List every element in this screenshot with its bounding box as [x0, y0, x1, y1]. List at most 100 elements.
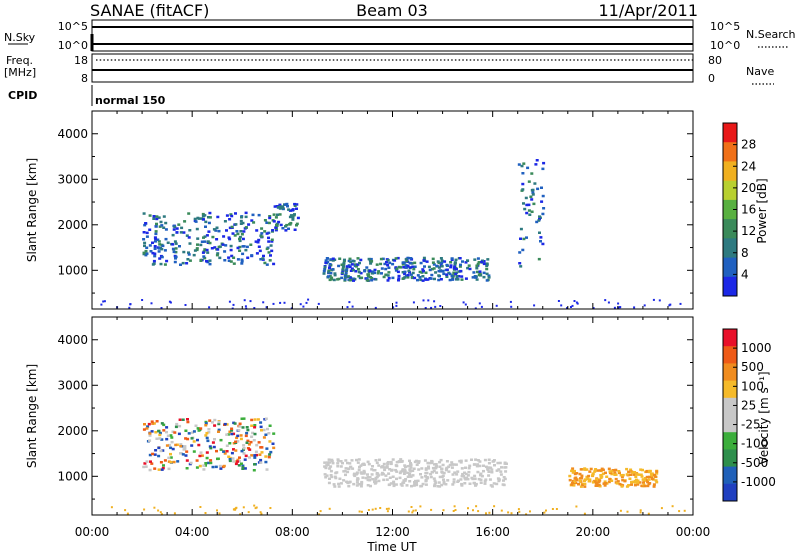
velocity-point [451, 463, 455, 466]
power-colorbar-tick-label: 4 [741, 267, 749, 281]
velocity-point [420, 467, 424, 470]
velocity-point [619, 509, 622, 512]
power-point [224, 244, 228, 247]
velocity-point [473, 474, 477, 478]
power-point [419, 278, 423, 282]
velocity-point [410, 484, 413, 488]
velocity-point [653, 473, 656, 477]
velocity-point [160, 422, 164, 425]
velocity-point [165, 426, 169, 429]
velocity-point [568, 478, 572, 482]
velocity-point [398, 471, 402, 475]
velocity-point [595, 481, 598, 485]
power-point [370, 279, 374, 282]
power-point [299, 303, 302, 306]
power-point [228, 226, 232, 230]
velocity-point [440, 470, 444, 474]
velocity-point [460, 482, 464, 486]
power-point [210, 247, 214, 250]
power-point [406, 273, 410, 277]
power-point [323, 265, 327, 269]
velocity-point [517, 508, 520, 511]
power-point [538, 231, 541, 234]
velocity-point [379, 507, 382, 509]
power-point [521, 188, 525, 191]
velocity-point [575, 472, 579, 475]
velocity-point [650, 475, 654, 479]
power-point [158, 257, 162, 260]
velocity-point [324, 476, 328, 479]
velocity-point [195, 466, 199, 469]
power-point [418, 276, 422, 279]
power-point [387, 266, 391, 269]
velocity-point [142, 465, 146, 469]
velocity-point [493, 505, 496, 508]
power-point [227, 256, 231, 259]
freq-frame [91, 53, 694, 83]
velocity-point [265, 468, 269, 471]
power-point [164, 221, 168, 225]
velocity-point [160, 513, 163, 516]
velocity-point [450, 466, 454, 469]
velocity-point [625, 473, 629, 476]
power-point [348, 257, 352, 261]
power-point [211, 235, 215, 239]
power-point [347, 264, 351, 267]
power-point [250, 219, 254, 222]
velocity-point [146, 425, 150, 428]
power-point [455, 271, 459, 274]
velocity-point [202, 468, 206, 471]
power-point [159, 262, 163, 266]
power-ytick-label: 3000 [57, 172, 88, 186]
power-point [392, 306, 395, 309]
velocity-point [169, 452, 172, 456]
power-point [439, 305, 442, 307]
velocity-point [319, 510, 322, 513]
velocity-point [185, 459, 189, 462]
velocity-point [581, 483, 585, 487]
power-point [183, 220, 187, 223]
velocity-point [619, 474, 623, 477]
velocity-point [252, 439, 256, 442]
power-point [181, 261, 185, 265]
velocity-point [165, 444, 169, 447]
velocity-point [460, 467, 464, 470]
velocity-point [570, 483, 574, 486]
velocity-point [213, 418, 217, 422]
velocity-point [157, 468, 161, 471]
velocity-point [453, 471, 457, 474]
power-point [424, 278, 428, 281]
velocity-point [433, 484, 436, 488]
velocity-point [265, 447, 269, 450]
velocity-point [386, 462, 390, 465]
power-point [373, 271, 377, 275]
velocity-point [204, 512, 207, 514]
power-point [296, 216, 300, 220]
power-point [307, 298, 310, 301]
velocity-point [216, 457, 219, 461]
velocity-point [489, 466, 493, 470]
power-point [570, 306, 572, 308]
velocity-colorbar-segment [723, 449, 737, 468]
velocity-point [253, 418, 257, 421]
velocity-point [181, 418, 185, 421]
power-point [229, 260, 233, 263]
velocity-point [598, 469, 602, 472]
power-point [197, 217, 201, 220]
velocity-point [371, 478, 375, 481]
power-point [152, 215, 156, 218]
velocity-point [267, 455, 271, 459]
power-point [613, 306, 616, 309]
velocity-point [223, 452, 227, 455]
velocity-point [647, 469, 651, 473]
velocity-point [633, 479, 637, 483]
velocity-point [625, 485, 629, 488]
velocity-point [189, 461, 193, 465]
velocity-point [399, 470, 403, 473]
velocity-point [587, 474, 591, 478]
power-point [249, 300, 252, 303]
velocity-point [334, 476, 338, 480]
velocity-point [525, 513, 528, 516]
velocity-point [585, 475, 589, 479]
power-point [100, 303, 103, 306]
